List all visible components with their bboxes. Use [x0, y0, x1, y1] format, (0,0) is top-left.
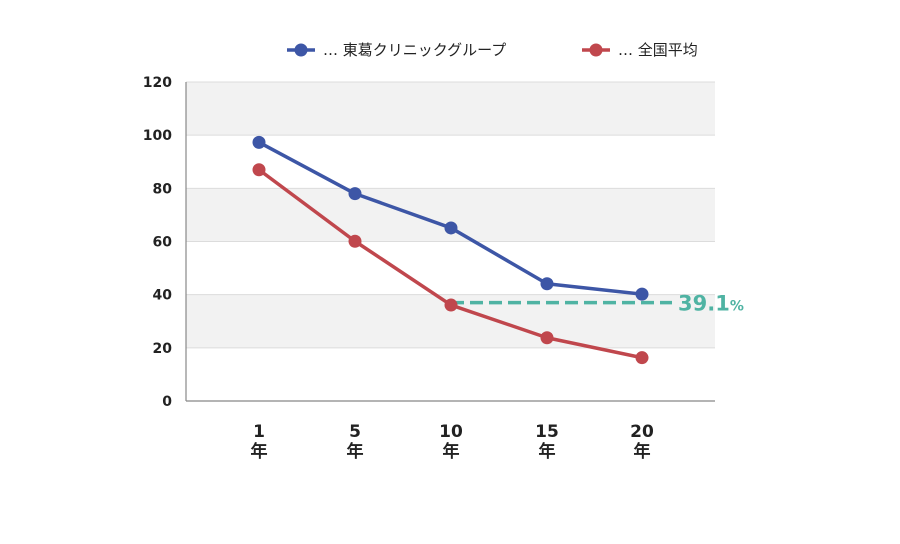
x-tick-label: 年: [347, 441, 364, 462]
y-tick-label: 80: [153, 181, 173, 197]
y-tick-label: 40: [153, 288, 173, 304]
data-point: [444, 221, 458, 235]
data-point: [540, 277, 554, 291]
data-point: [635, 351, 649, 365]
x-tick-label: 年: [251, 441, 268, 462]
legend-marker: [294, 43, 308, 57]
data-point: [540, 331, 554, 345]
data-point: [444, 298, 458, 312]
x-tick-label: 年: [634, 441, 651, 462]
y-tick-label: 20: [153, 341, 173, 357]
x-tick-label: 15: [535, 422, 559, 442]
grid-lines: [186, 81, 715, 349]
y-axis-ticks: 0 20 40 60 80 100 120: [143, 75, 172, 410]
difference-annotation: 39.1%: [451, 292, 744, 316]
legend-item-1: … 東葛クリニックグループ: [287, 41, 506, 59]
data-point: [348, 187, 362, 201]
x-tick-label: 1: [253, 422, 265, 442]
data-point: [252, 135, 266, 149]
series-2: [252, 163, 649, 365]
data-point: [252, 163, 266, 177]
data-point: [348, 234, 362, 248]
y-tick-label: 0: [162, 394, 172, 410]
x-tick-label: 20: [630, 422, 654, 442]
axes: [185, 82, 715, 402]
series-group: [252, 135, 649, 365]
data-point: [635, 287, 649, 301]
y-tick-label: 100: [143, 128, 172, 144]
legend-item-2: … 全国平均: [582, 41, 698, 59]
y-tick-label: 120: [143, 75, 172, 91]
legend-label: … 東葛クリニックグループ: [323, 41, 506, 59]
series-1: [252, 135, 649, 301]
x-tick-label: 10: [439, 422, 463, 442]
grid-band: [186, 82, 715, 136]
y-tick-label: 60: [153, 235, 173, 251]
x-tick-label: 5: [349, 422, 361, 442]
x-tick-label: 年: [539, 441, 556, 462]
legend: … 東葛クリニックグループ … 全国平均: [287, 41, 698, 59]
legend-label: … 全国平均: [618, 41, 698, 59]
annotation-value: 39.1%: [678, 292, 744, 316]
x-tick-label: 年: [443, 441, 460, 462]
legend-marker: [589, 43, 603, 57]
